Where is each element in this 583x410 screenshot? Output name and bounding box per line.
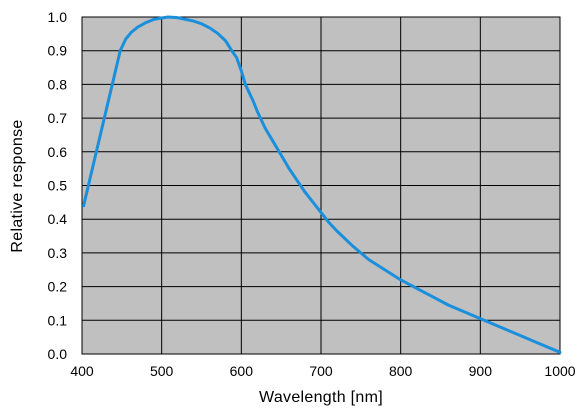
x-tick-label: 700 (309, 363, 333, 379)
y-tick-label: 0.0 (48, 346, 68, 362)
x-tick-label: 400 (70, 363, 94, 379)
y-tick-label: 0.4 (48, 211, 68, 227)
x-tick-labels: 400 500 600 700 800 900 1000 (70, 363, 575, 379)
y-tick-label: 0.9 (48, 43, 68, 59)
x-axis-title: Wavelength [nm] (259, 389, 383, 406)
x-tick-label: 1000 (544, 363, 575, 379)
x-tick-label: 600 (230, 363, 254, 379)
x-tick-label: 500 (150, 363, 174, 379)
series-line (82, 15, 562, 354)
x-tick-label: 900 (469, 363, 493, 379)
plot-frame (81, 16, 561, 355)
y-tick-label: 0.6 (48, 144, 68, 160)
y-tick-label: 0.5 (48, 178, 68, 194)
grid-lines (82, 17, 560, 354)
y-axis-title: Relative response (9, 119, 26, 252)
y-tick-label: 0.1 (48, 312, 68, 328)
x-tick-label: 800 (389, 363, 413, 379)
y-tick-label: 0.2 (48, 279, 68, 295)
y-tick-label: 0.3 (48, 245, 68, 261)
y-tick-labels: 0.0 0.1 0.2 0.3 0.4 0.5 0.6 0.7 0.8 0.9 1.0 (48, 9, 68, 362)
y-tick-label: 0.7 (48, 110, 68, 126)
y-tick-label: 1.0 (48, 9, 68, 25)
y-tick-label: 0.8 (48, 76, 68, 92)
